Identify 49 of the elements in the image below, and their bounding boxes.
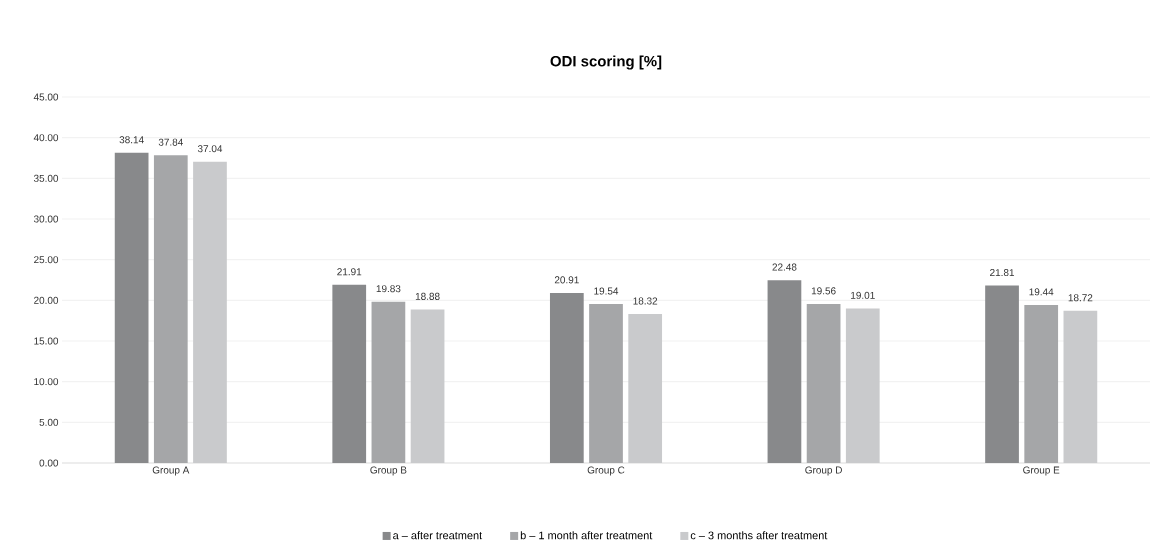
x-tick-label: Group E bbox=[1023, 466, 1060, 476]
y-tick-label: 5.00 bbox=[39, 418, 59, 426]
data-label: 19.44 bbox=[1029, 288, 1054, 296]
bar bbox=[410, 309, 445, 463]
y-tick-label: 40.00 bbox=[33, 134, 59, 142]
y-tick-label: 0.00 bbox=[39, 459, 59, 467]
x-tick-label: Group B bbox=[370, 466, 407, 476]
bar bbox=[845, 308, 880, 463]
bar bbox=[767, 280, 802, 463]
bar bbox=[985, 285, 1019, 463]
data-label: 19.83 bbox=[376, 285, 401, 293]
data-label: 19.54 bbox=[594, 287, 619, 295]
legend-label: c – 3 months after treatment bbox=[690, 531, 828, 540]
y-tick-label: 45.00 bbox=[33, 93, 59, 101]
data-label: 19.56 bbox=[811, 287, 836, 295]
data-label: 37.04 bbox=[197, 145, 223, 153]
legend-label: b – 1 month after treatment bbox=[520, 531, 653, 540]
chart-title: ODI scoring [%] bbox=[550, 55, 662, 70]
data-label: 37.84 bbox=[158, 138, 183, 146]
legend-label: a – after treatment bbox=[393, 531, 483, 540]
data-label: 21.81 bbox=[990, 269, 1015, 277]
bar bbox=[371, 301, 406, 463]
bar bbox=[114, 152, 149, 463]
y-tick-label: 15.00 bbox=[34, 337, 59, 345]
x-tick-label: Group A bbox=[152, 466, 190, 476]
bar bbox=[549, 292, 584, 463]
data-label: 18.88 bbox=[415, 292, 440, 300]
data-label: 19.01 bbox=[851, 291, 875, 299]
data-label: 22.48 bbox=[772, 263, 797, 271]
y-tick-label: 20.00 bbox=[34, 296, 59, 304]
bar bbox=[1024, 304, 1059, 463]
data-label: 18.72 bbox=[1068, 294, 1093, 302]
bar bbox=[589, 304, 623, 463]
bar bbox=[1063, 310, 1098, 463]
x-tick-label: Group C bbox=[587, 466, 625, 476]
bar bbox=[193, 161, 227, 463]
bar bbox=[806, 303, 841, 463]
y-tick-label: 25.00 bbox=[34, 256, 59, 264]
x-tick-label: Group D bbox=[805, 466, 842, 476]
bar bbox=[153, 155, 188, 463]
data-label: 21.91 bbox=[337, 268, 362, 276]
bar bbox=[628, 314, 663, 463]
data-label: 18.32 bbox=[633, 297, 658, 305]
data-label: 20.91 bbox=[554, 276, 579, 284]
y-tick-label: 30.00 bbox=[33, 215, 59, 223]
data-label: 38.14 bbox=[119, 136, 144, 144]
y-tick-label: 10.00 bbox=[34, 378, 59, 386]
bar bbox=[332, 284, 367, 463]
y-tick-label: 35.00 bbox=[33, 174, 59, 182]
